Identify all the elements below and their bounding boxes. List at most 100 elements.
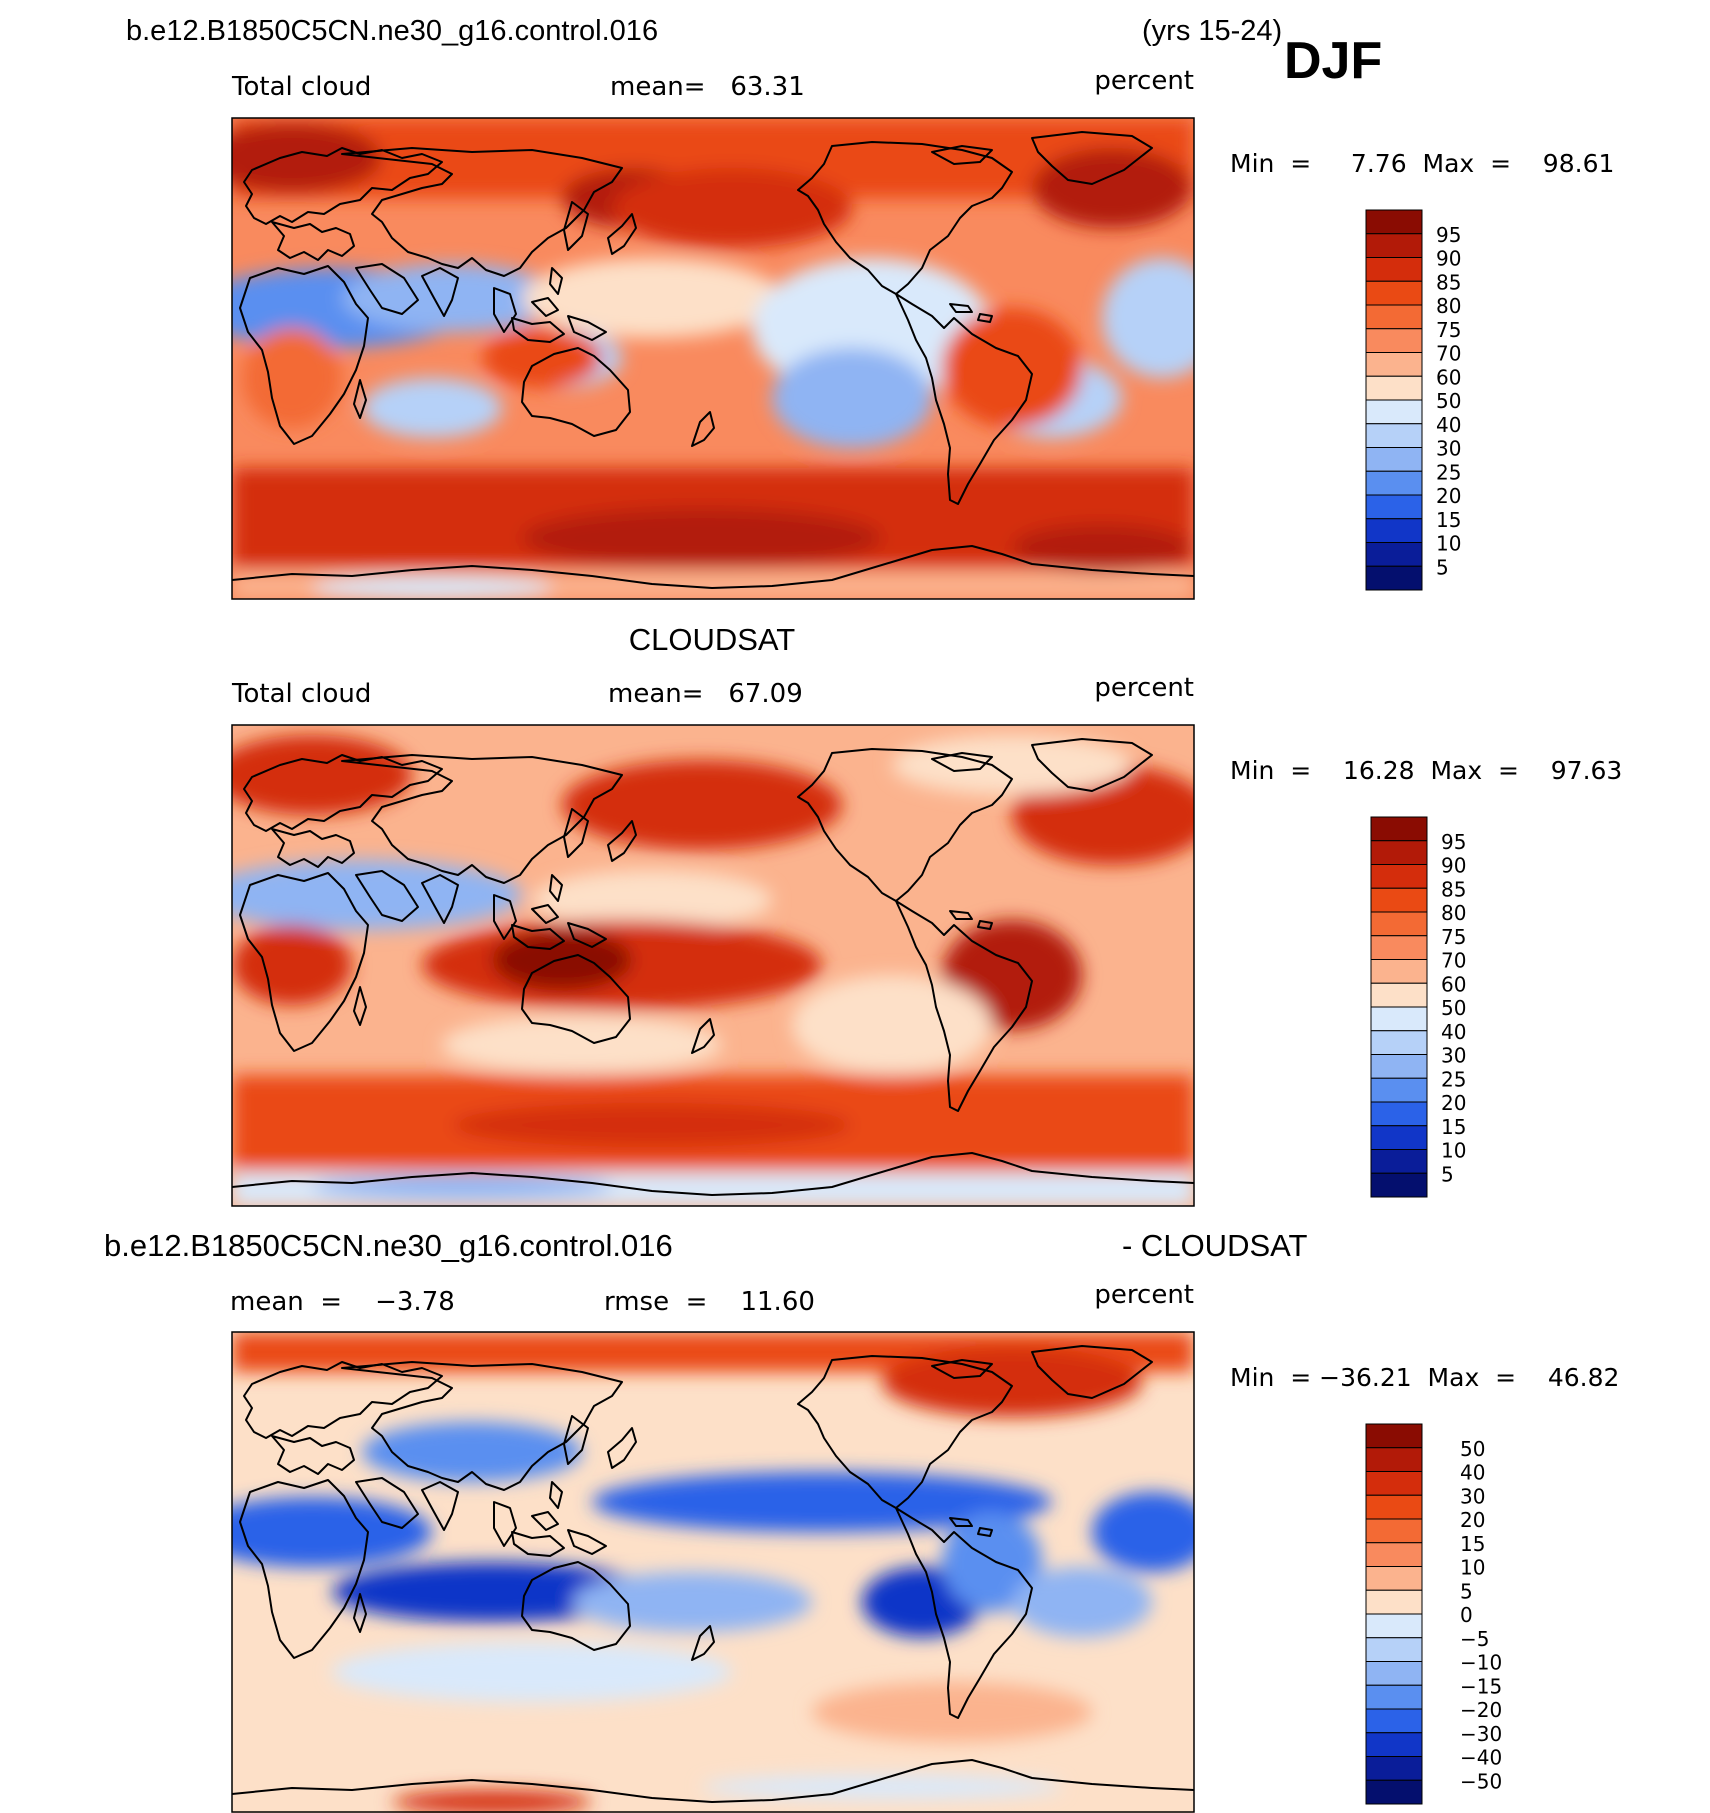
- colorbar-tick-label: 5: [1460, 1579, 1473, 1603]
- panel-model-left-label: Total cloud: [231, 72, 371, 102]
- colorbar-swatch: [1370, 1149, 1428, 1174]
- colorbar-swatch: [1365, 1471, 1423, 1496]
- colorbar-tick-label: 75: [1441, 925, 1466, 949]
- colorbar-swatch: [1365, 1589, 1423, 1615]
- colorbar-swatch: [1365, 280, 1423, 306]
- panel-model-minmax: Min = 7.76 Max = 98.61: [1230, 149, 1614, 178]
- colorbar-swatch: [1370, 935, 1428, 960]
- map-diff-frame: [231, 1331, 1195, 1813]
- panel-diff-rmse: rmse = 11.60: [604, 1287, 815, 1317]
- colorbar-swatch: [1365, 470, 1423, 496]
- colorbar-swatch: [1370, 887, 1428, 913]
- colorbar-tick-label: 10: [1441, 1139, 1466, 1163]
- colorbar-swatch: [1365, 447, 1423, 472]
- colorbar-tick-label: 20: [1460, 1508, 1485, 1532]
- panel-diff-minmax: Min = −36.21 Max = 46.82: [1230, 1363, 1619, 1392]
- panel-obs-title: CLOUDSAT: [629, 622, 796, 657]
- colorbar-swatch: [1370, 1172, 1428, 1198]
- colorbar-tick-label: 50: [1441, 996, 1466, 1020]
- panel-diff-mean: mean = −3.78: [230, 1287, 455, 1317]
- colorbar-tick-label: 5: [1441, 1162, 1454, 1186]
- panel-diff-title-right: - CLOUDSAT: [1122, 1228, 1308, 1263]
- panel-obs-mean: mean= 67.09: [608, 679, 803, 709]
- colorbar-tick-label: 70: [1441, 949, 1466, 973]
- colorbar-tick-label: 75: [1436, 318, 1461, 342]
- colorbar-tick-label: 90: [1436, 247, 1461, 271]
- colorbar-tick-label: 10: [1460, 1556, 1485, 1580]
- colorbar-swatch: [1365, 1684, 1423, 1710]
- colorbar-tick-label: −40: [1460, 1746, 1502, 1770]
- colorbar-tick-label: −30: [1460, 1722, 1502, 1746]
- map-diff: [232, 1332, 1194, 1813]
- colorbar-swatch: [1365, 1732, 1423, 1757]
- colorbar-tick-label: 60: [1436, 365, 1461, 389]
- colorbar-swatch: [1365, 542, 1423, 567]
- panel-diff-title-left: b.e12.B1850C5CN.ne30_g16.control.016: [104, 1228, 673, 1263]
- panel-obs-left-label: Total cloud: [231, 679, 371, 709]
- colorbar-swatch: [1365, 352, 1423, 377]
- map-obs: [232, 725, 1194, 1206]
- panel-obs-minmax: Min = 16.28 Max = 97.63: [1230, 756, 1622, 785]
- colorbar-tick-label: 95: [1441, 830, 1466, 854]
- colorbar-swatch: [1370, 959, 1428, 984]
- colorbar-swatch: [1365, 257, 1423, 282]
- case-title: b.e12.B1850C5CN.ne30_g16.control.016: [126, 15, 658, 47]
- colorbar-swatch: [1365, 233, 1423, 258]
- colorbar-swatch: [1365, 1447, 1423, 1472]
- colorbar-swatch: [1365, 1494, 1423, 1520]
- colorbar-tick-label: 80: [1436, 294, 1461, 318]
- colorbar-swatch: [1365, 1613, 1423, 1639]
- colorbar-swatch: [1370, 1077, 1428, 1103]
- panel-obs-units: percent: [1094, 673, 1194, 703]
- colorbar-tick-label: −20: [1460, 1698, 1502, 1722]
- colorbar-tick-label: −5: [1460, 1627, 1489, 1651]
- colorbar-tick-label: 15: [1441, 1115, 1466, 1139]
- colorbar-tick-label: 5: [1436, 555, 1449, 579]
- colorbar-swatch: [1370, 864, 1428, 889]
- colorbar-tick-label: 50: [1436, 389, 1461, 413]
- colorbar-swatch: [1370, 911, 1428, 937]
- colorbar-swatch: [1365, 494, 1423, 520]
- season-label: DJF: [1284, 32, 1382, 90]
- colorbar-swatch: [1365, 1566, 1423, 1591]
- colorbar-swatch: [1365, 565, 1423, 591]
- colorbar-swatch: [1365, 209, 1423, 235]
- colorbar-tick-label: 25: [1441, 1067, 1466, 1091]
- colorbar-tick-label: 50: [1460, 1437, 1485, 1461]
- colorbar-swatch: [1365, 399, 1423, 425]
- colorbar-tick-label: 20: [1441, 1091, 1466, 1115]
- years-label: (yrs 15-24): [1142, 15, 1282, 47]
- colorbar-swatch: [1370, 1125, 1428, 1150]
- colorbar-tick-label: 25: [1436, 460, 1461, 484]
- colorbar-swatch: [1365, 1708, 1423, 1734]
- colorbar-swatch: [1365, 1637, 1423, 1662]
- colorbar-tick-label: 30: [1436, 437, 1461, 461]
- panel-obs: CLOUDSAT Total cloud mean= 67.09 percent…: [231, 622, 1622, 1207]
- colorbar-swatch: [1370, 1054, 1428, 1079]
- colorbar-tick-label: 80: [1441, 901, 1466, 925]
- colorbar-swatch: [1365, 423, 1423, 448]
- colorbar-swatch: [1365, 328, 1423, 353]
- colorbar-swatch: [1370, 982, 1428, 1008]
- colorbar-tick-label: 30: [1460, 1484, 1485, 1508]
- panel-model: Total cloud mean= 63.31 percent Min = 7.…: [231, 66, 1614, 600]
- colorbar-tick-label: 15: [1460, 1532, 1485, 1556]
- map-obs-frame: [231, 724, 1195, 1207]
- colorbar-swatch: [1370, 816, 1428, 842]
- colorbar-swatch: [1365, 304, 1423, 330]
- colorbar-swatch: [1370, 840, 1428, 865]
- colorbar-tick-label: 85: [1441, 877, 1466, 901]
- colorbar-tick-label: 0: [1460, 1603, 1473, 1627]
- colorbar-swatch: [1365, 1779, 1423, 1805]
- panel-diff-units: percent: [1094, 1280, 1194, 1310]
- panel-diff: b.e12.B1850C5CN.ne30_g16.control.016 - C…: [104, 1228, 1619, 1813]
- colorbar-swatch: [1370, 1101, 1428, 1127]
- colorbar-tick-label: 95: [1436, 223, 1461, 247]
- colorbar-tick-label: 40: [1460, 1461, 1485, 1485]
- colorbar-tick-label: 40: [1441, 1020, 1466, 1044]
- colorbar-swatch: [1365, 375, 1423, 401]
- colorbar-swatch: [1365, 1423, 1423, 1449]
